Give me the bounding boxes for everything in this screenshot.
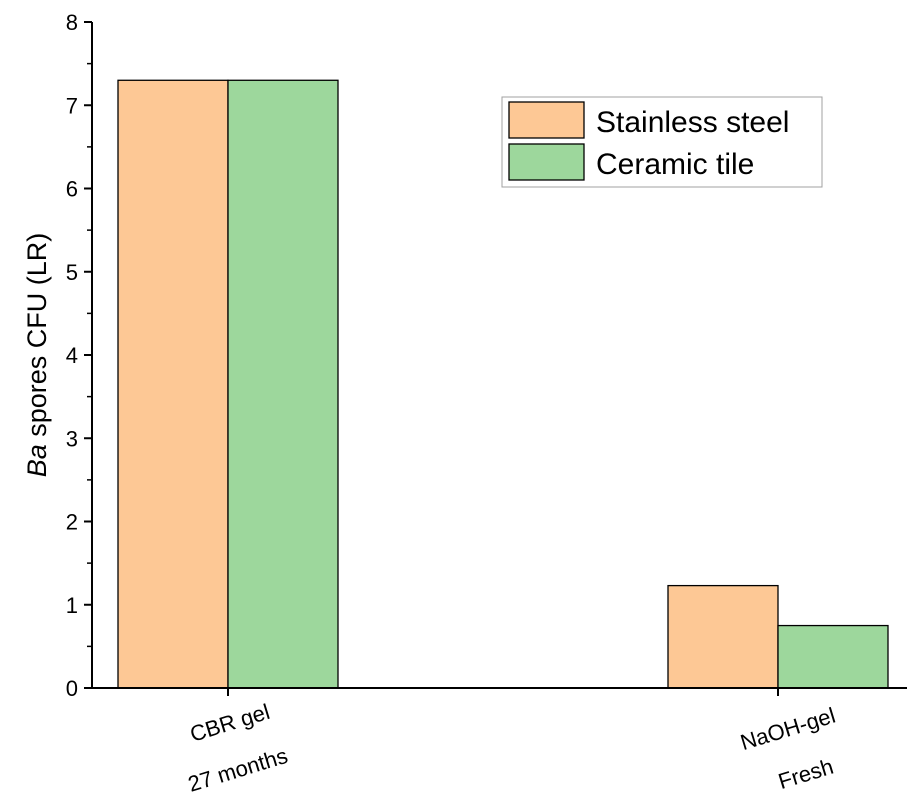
bar-stainless-steel-2 [667, 584, 779, 689]
y-tick-label: 3 [66, 426, 78, 451]
y-tick-label: 4 [66, 343, 78, 368]
x-tick-label: NaOH-gel [737, 703, 838, 756]
legend-swatch-ceramic-tile [508, 143, 585, 181]
bars-layer [117, 79, 889, 689]
legend: Stainless steel Ceramic tile [501, 96, 823, 188]
x-tick-label: CBR gel [187, 699, 273, 747]
y-tick-label: 7 [66, 93, 78, 118]
y-tick-label: 0 [66, 676, 78, 701]
axes-layer [84, 21, 907, 696]
y-tick-label: 5 [66, 260, 78, 285]
x-tick-label: 27 months [185, 743, 291, 797]
bar-stainless-steel-1 [117, 79, 229, 689]
bar-ceramic-tile-2 [777, 624, 889, 689]
y-tick-label: 6 [66, 177, 78, 202]
legend-label-ceramic-tile: Ceramic tile [596, 148, 754, 181]
legend-label-stainless-steel: Stainless steel [596, 106, 789, 139]
y-axis-label-rest: spores CFU (LR) [22, 233, 52, 445]
y-tick-label: 1 [66, 593, 78, 618]
legend-swatch-stainless-steel [508, 101, 585, 139]
y-tick-label: 2 [66, 510, 78, 535]
y-tick-label: 8 [66, 10, 78, 35]
bar-ceramic-tile-1 [227, 79, 339, 689]
y-axis-label-italic: Ba [22, 444, 52, 477]
y-axis-label: Ba spores CFU (LR) [22, 233, 52, 478]
x-tick-label: Fresh [775, 754, 836, 794]
